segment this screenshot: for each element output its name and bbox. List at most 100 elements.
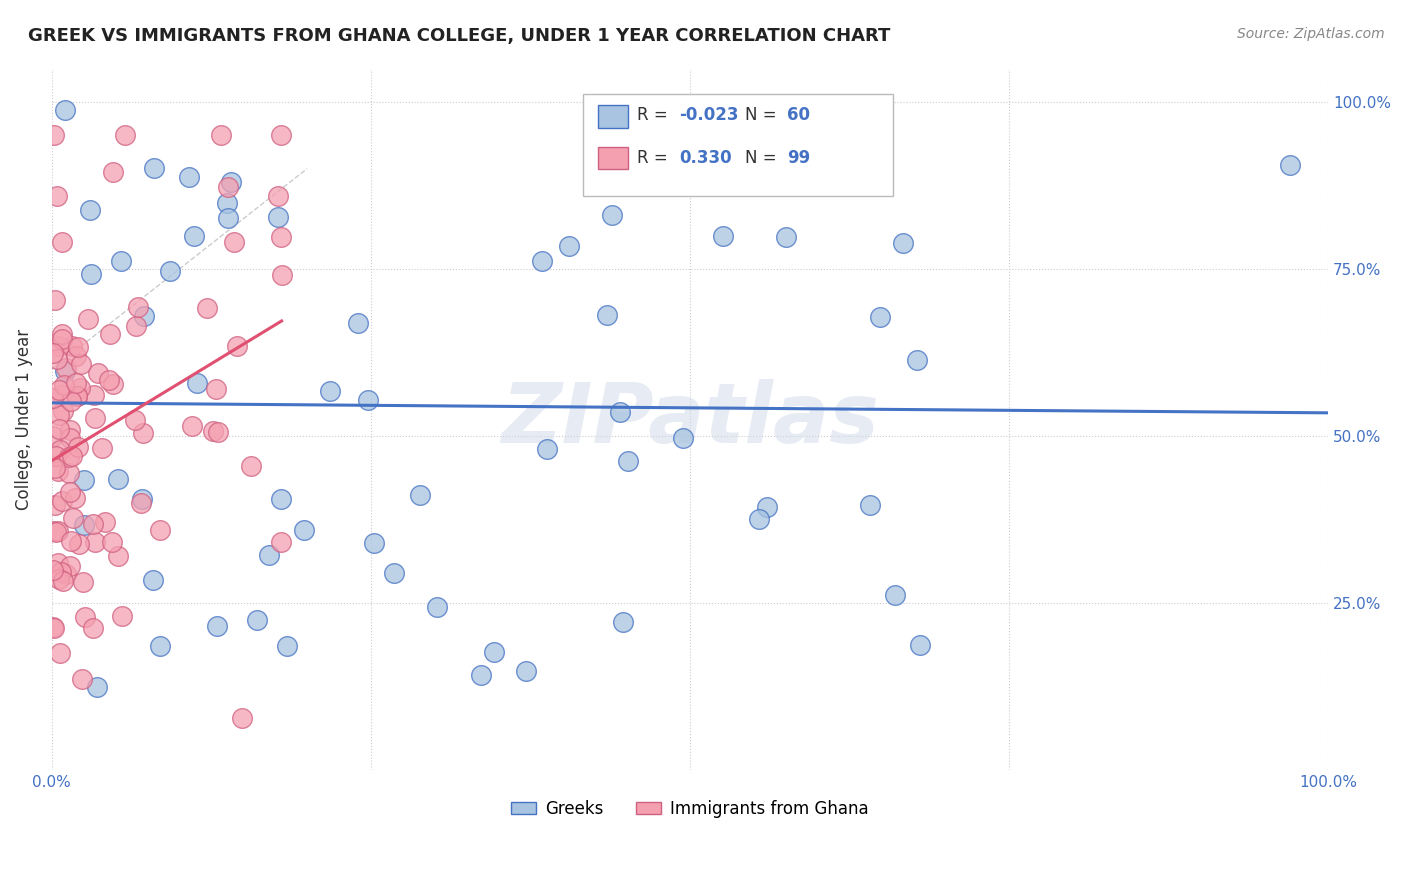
Point	[44, 128, 66, 143]
Point	[1278, 158, 1301, 172]
Point	[905, 352, 928, 367]
Point	[48, 408, 70, 422]
Point	[267, 189, 290, 203]
Point	[869, 310, 891, 325]
Point	[132, 426, 155, 441]
Point	[42, 619, 65, 633]
Point	[59, 423, 82, 437]
Point	[672, 432, 695, 446]
Point	[45, 449, 67, 463]
Point	[46, 464, 69, 478]
Point	[73, 517, 96, 532]
Point	[94, 515, 117, 529]
Point	[45, 188, 67, 202]
Point	[44, 498, 66, 512]
Point	[654, 149, 676, 163]
Legend: Greeks, Immigrants from Ghana: Greeks, Immigrants from Ghana	[505, 794, 875, 825]
Point	[42, 345, 65, 359]
Point	[69, 357, 91, 371]
Point	[107, 549, 129, 563]
Point	[270, 128, 292, 143]
Point	[129, 496, 152, 510]
Point	[59, 559, 82, 574]
Point	[51, 331, 73, 345]
Point	[98, 372, 121, 386]
Point	[202, 424, 225, 438]
Point	[103, 164, 125, 178]
Point	[44, 524, 66, 539]
Point	[59, 484, 82, 499]
Point	[42, 621, 65, 635]
Point	[70, 672, 93, 686]
Point	[55, 566, 77, 581]
Text: R =: R =	[637, 106, 673, 124]
Point	[891, 235, 914, 250]
Point	[114, 128, 136, 143]
Text: GREEK VS IMMIGRANTS FROM GHANA COLLEGE, UNDER 1 YEAR CORRELATION CHART: GREEK VS IMMIGRANTS FROM GHANA COLLEGE, …	[28, 27, 890, 45]
Point	[53, 364, 76, 378]
Point	[382, 566, 405, 580]
Point	[515, 665, 537, 679]
Point	[82, 516, 104, 531]
Point	[363, 536, 385, 550]
Text: -0.023: -0.023	[679, 106, 738, 124]
Point	[48, 572, 70, 586]
Point	[270, 534, 292, 549]
Point	[124, 319, 146, 334]
Point	[48, 422, 70, 436]
Point	[52, 574, 75, 589]
Point	[215, 195, 238, 210]
Point	[239, 458, 262, 473]
Text: 0.330: 0.330	[679, 149, 731, 167]
Point	[91, 441, 114, 455]
Point	[226, 339, 249, 353]
Point	[482, 645, 505, 659]
Point	[186, 376, 208, 390]
Point	[53, 378, 76, 392]
Point	[60, 393, 83, 408]
Point	[149, 640, 172, 654]
Point	[67, 537, 90, 551]
Point	[204, 383, 226, 397]
Point	[66, 389, 89, 403]
Point	[66, 340, 89, 354]
Point	[58, 450, 80, 465]
Point	[531, 253, 554, 268]
Point	[775, 229, 797, 244]
Point	[183, 229, 205, 244]
Point	[711, 228, 734, 243]
Point	[72, 575, 94, 590]
Point	[124, 413, 146, 427]
Point	[48, 556, 70, 570]
Point	[600, 208, 623, 222]
Point	[87, 366, 110, 380]
Point	[319, 384, 342, 398]
Point	[79, 267, 101, 281]
Point	[177, 170, 200, 185]
Point	[127, 301, 149, 315]
Point	[77, 311, 100, 326]
Text: 60: 60	[787, 106, 810, 124]
Point	[748, 512, 770, 526]
Point	[131, 491, 153, 506]
Point	[48, 383, 70, 397]
Point	[58, 431, 80, 445]
Point	[884, 588, 907, 602]
Point	[195, 301, 218, 315]
Point	[82, 621, 104, 635]
Point	[51, 388, 73, 402]
Point	[209, 128, 232, 143]
Point	[426, 599, 449, 614]
Point	[111, 609, 134, 624]
Point	[73, 610, 96, 624]
Point	[60, 534, 83, 549]
Point	[46, 351, 69, 366]
Point	[270, 491, 292, 506]
Point	[84, 410, 107, 425]
Point	[67, 440, 90, 454]
Point	[217, 179, 239, 194]
Point	[276, 639, 298, 653]
Point	[207, 425, 229, 440]
Point	[859, 498, 882, 512]
Point	[270, 268, 292, 282]
